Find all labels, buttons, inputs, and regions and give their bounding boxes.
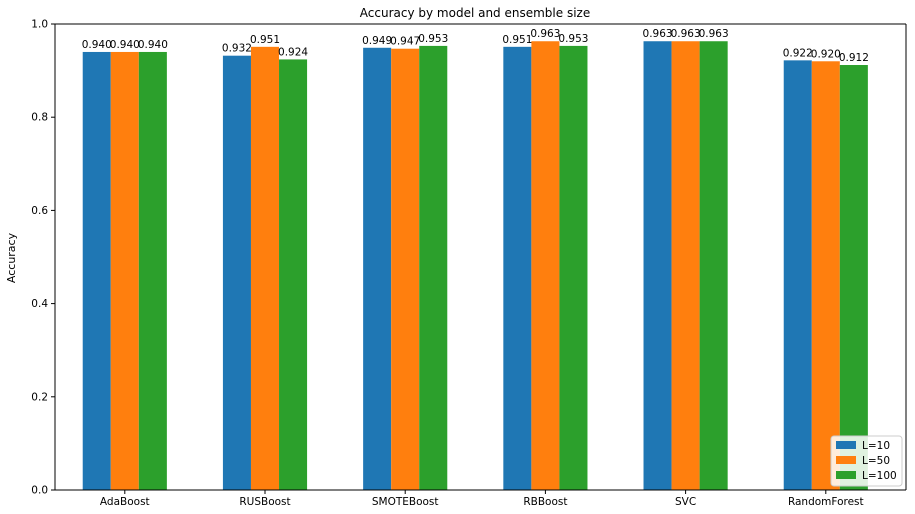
bar-rusboost-l100 bbox=[279, 59, 308, 491]
x-tick-label: SVC bbox=[675, 496, 696, 508]
bar-value-label: 0.932 bbox=[222, 43, 252, 55]
bar-value-label: 0.940 bbox=[138, 39, 168, 51]
bar-value-label: 0.963 bbox=[530, 28, 560, 40]
bar-value-label: 0.920 bbox=[811, 48, 841, 60]
bar-adaboost-l50 bbox=[110, 51, 139, 491]
bar-rusboost-l50 bbox=[250, 46, 280, 490]
bar-svc-l50 bbox=[671, 41, 700, 491]
x-tick-label: SMOTEBoost bbox=[372, 496, 439, 508]
bar-adaboost-l100 bbox=[138, 51, 167, 491]
legend-label: L=100 bbox=[862, 470, 897, 482]
bar-value-label: 0.963 bbox=[699, 28, 729, 40]
y-tick-label: 0.6 bbox=[31, 205, 48, 217]
bar-value-label: 0.963 bbox=[643, 28, 673, 40]
bar-value-label: 0.963 bbox=[671, 28, 701, 40]
bar-smoteboost-l50 bbox=[391, 48, 420, 490]
bar-value-label: 0.951 bbox=[250, 34, 280, 46]
bar-value-label: 0.947 bbox=[390, 36, 420, 48]
bar-value-label: 0.912 bbox=[839, 52, 869, 64]
bar-smoteboost-l10 bbox=[363, 47, 392, 491]
x-tick-label: RBBoost bbox=[523, 496, 567, 508]
bar-value-label: 0.949 bbox=[362, 35, 392, 47]
legend-swatch bbox=[836, 456, 856, 464]
y-tick-label: 0.0 bbox=[31, 485, 48, 497]
y-tick-label: 1.0 bbox=[31, 19, 48, 31]
legend-label: L=50 bbox=[862, 455, 890, 467]
x-tick-label: AdaBoost bbox=[100, 496, 150, 508]
bar-adaboost-l10 bbox=[82, 51, 111, 491]
bar-rbboost-l50 bbox=[531, 41, 560, 491]
x-tick-label: RUSBoost bbox=[239, 496, 290, 508]
bar-value-label: 0.924 bbox=[278, 46, 308, 58]
bar-smoteboost-l100 bbox=[419, 45, 448, 491]
x-tick-label: RandomForest bbox=[788, 496, 864, 508]
y-axis-label: Accuracy bbox=[5, 232, 18, 283]
bar-rusboost-l10 bbox=[222, 55, 251, 490]
bar-value-label: 0.940 bbox=[110, 39, 140, 51]
bar-value-label: 0.940 bbox=[82, 39, 112, 51]
bar-value-label: 0.953 bbox=[558, 33, 588, 45]
y-tick-label: 0.2 bbox=[31, 391, 48, 403]
bar-svc-l100 bbox=[699, 41, 728, 491]
bar-value-label: 0.951 bbox=[502, 34, 532, 46]
bar-value-label: 0.953 bbox=[418, 33, 448, 45]
bar-rbboost-l10 bbox=[503, 46, 532, 490]
bar-randomforest-l100 bbox=[839, 65, 868, 490]
legend: L=10 L=50 L=100 bbox=[830, 435, 903, 487]
bar-value-label: 0.922 bbox=[783, 47, 813, 59]
y-tick-label: 0.4 bbox=[31, 298, 48, 310]
legend-swatch bbox=[836, 441, 856, 449]
chart-title: Accuracy by model and ensemble size bbox=[360, 6, 590, 20]
bar-rbboost-l100 bbox=[559, 45, 588, 491]
bar-svc-l10 bbox=[643, 41, 672, 491]
legend-swatch bbox=[836, 471, 856, 479]
bar-randomforest-l10 bbox=[783, 60, 812, 490]
y-tick-label: 0.8 bbox=[31, 112, 48, 124]
bar-randomforest-l50 bbox=[811, 61, 840, 490]
legend-label: L=10 bbox=[862, 440, 890, 452]
